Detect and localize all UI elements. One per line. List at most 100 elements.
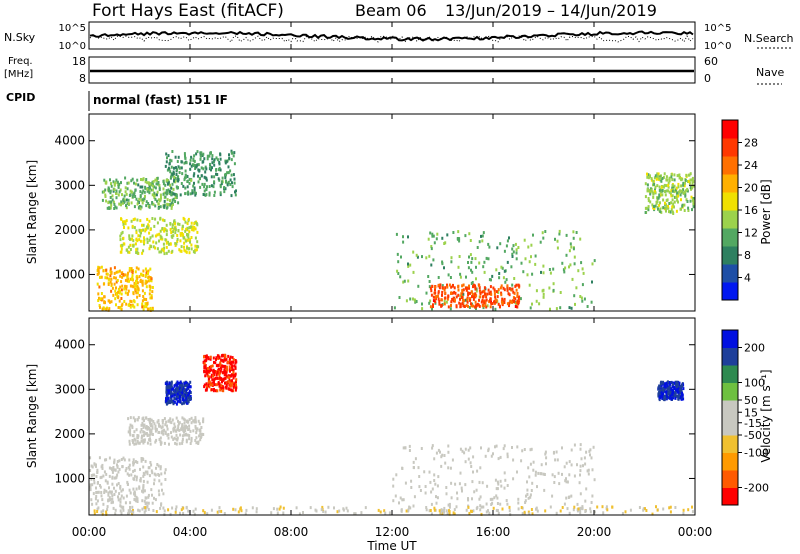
data-cell-0-4-163 bbox=[568, 265, 570, 269]
data-cell-0-6-11 bbox=[692, 184, 695, 188]
data-cell-1-0-170 bbox=[159, 467, 162, 471]
data-cell-1-4-118 bbox=[487, 447, 490, 451]
data-cell-0-4-230 bbox=[561, 261, 564, 265]
data-cell-0-3-192 bbox=[177, 175, 180, 179]
data-cell-0-2-146 bbox=[137, 200, 140, 203]
data-cell-0-0-76 bbox=[118, 291, 121, 295]
data-cell-1-3-181 bbox=[170, 384, 173, 388]
y-tick-label-0-0: 1000 bbox=[54, 267, 85, 281]
data-cell-1-3-228 bbox=[169, 384, 172, 388]
data-cell-1-0-228 bbox=[106, 508, 109, 512]
data-cell-0-3-111 bbox=[200, 174, 203, 178]
data-cell-1-4-23 bbox=[553, 475, 556, 479]
data-cell-1-4-259 bbox=[545, 462, 547, 466]
data-cell-0-6-112 bbox=[676, 174, 679, 178]
data-cell-0-1-165 bbox=[194, 244, 197, 248]
data-cell-0-5-35 bbox=[508, 304, 510, 308]
data-cell-1-4-151 bbox=[445, 492, 448, 496]
data-cell-0-4-62 bbox=[450, 256, 453, 260]
data-cell-0-4-76 bbox=[552, 282, 555, 286]
data-cell-1-0-16 bbox=[105, 472, 108, 476]
nave-label: Nave bbox=[756, 66, 784, 79]
data-cell-0-0-212 bbox=[149, 306, 152, 310]
data-cell-0-0-34 bbox=[97, 299, 100, 302]
data-cell-1-6-232 bbox=[669, 394, 672, 398]
data-cell-0-2-25 bbox=[110, 182, 112, 186]
data-cell-0-6-232 bbox=[656, 184, 659, 188]
data-cell-1-1-188 bbox=[142, 441, 145, 445]
data-cell-1-4-203 bbox=[395, 473, 398, 477]
data-cell-1-5-142 bbox=[668, 506, 671, 510]
data-cell-0-5-115 bbox=[515, 301, 518, 305]
data-cell-1-0-211 bbox=[96, 470, 99, 474]
data-cell-1-0-128 bbox=[164, 468, 167, 472]
data-cell-0-5-51 bbox=[503, 301, 506, 304]
data-cell-1-4-242 bbox=[484, 454, 487, 458]
data-cell-0-3-147 bbox=[168, 162, 171, 166]
data-cell-1-4-129 bbox=[530, 447, 533, 451]
data-cell-1-4-11 bbox=[565, 461, 568, 465]
data-cell-0-0-125 bbox=[149, 267, 152, 271]
data-cell-1-5-25 bbox=[405, 509, 408, 513]
data-cell-0-4-194 bbox=[519, 297, 522, 301]
data-cell-1-2-38 bbox=[221, 358, 224, 362]
data-cell-1-6-131 bbox=[664, 394, 667, 398]
data-cell-1-4-76 bbox=[589, 448, 592, 452]
data-cell-0-4-209 bbox=[407, 264, 410, 268]
data-cell-1-0-191 bbox=[111, 468, 114, 472]
data-cell-0-5-89 bbox=[466, 300, 469, 304]
power-ylabel: Slant Range [km] bbox=[25, 160, 39, 264]
data-cell-1-6-190 bbox=[660, 380, 663, 384]
data-cell-1-3-130 bbox=[174, 383, 177, 387]
data-cell-0-2-46 bbox=[109, 189, 112, 193]
data-cell-0-6-201 bbox=[688, 179, 690, 183]
data-cell-0-5-154 bbox=[457, 288, 460, 292]
data-cell-1-4-35 bbox=[579, 464, 582, 468]
data-cell-0-1-0 bbox=[129, 248, 132, 251]
data-cell-1-4-154 bbox=[568, 495, 571, 499]
data-cell-0-4-227 bbox=[565, 233, 568, 237]
data-cell-1-5-132 bbox=[682, 508, 685, 512]
data-cell-0-1-55 bbox=[123, 242, 126, 246]
data-cell-0-2-189 bbox=[145, 200, 148, 204]
data-cell-0-6-152 bbox=[683, 209, 686, 212]
data-cell-0-1-129 bbox=[154, 217, 157, 221]
data-cell-0-0-211 bbox=[142, 269, 145, 273]
data-cell-1-0-13 bbox=[105, 458, 108, 462]
data-cell-0-0-19 bbox=[112, 293, 115, 297]
data-cell-1-1-98 bbox=[148, 419, 151, 423]
data-cell-0-6-7 bbox=[649, 200, 652, 204]
data-cell-1-5-228 bbox=[132, 509, 134, 512]
data-cell-0-6-88 bbox=[690, 195, 693, 199]
data-cell-1-4-138 bbox=[490, 503, 493, 506]
data-cell-1-4-6 bbox=[434, 482, 437, 486]
data-cell-0-4-259 bbox=[541, 289, 544, 293]
data-cell-0-6-97 bbox=[692, 197, 695, 200]
data-cell-0-4-191 bbox=[542, 264, 545, 268]
data-cell-1-0-229 bbox=[132, 469, 135, 473]
data-cell-0-4-254 bbox=[402, 240, 405, 244]
powerCbar-tick-3: 16 bbox=[744, 204, 758, 217]
data-cell-0-4-124 bbox=[510, 265, 513, 269]
data-cell-0-0-38 bbox=[117, 270, 120, 274]
data-cell-0-4-200 bbox=[502, 276, 505, 280]
data-cell-0-1-168 bbox=[173, 219, 176, 223]
data-cell-0-4-142 bbox=[504, 280, 507, 284]
data-cell-1-3-151 bbox=[169, 387, 172, 391]
powerCbar-swatch-4 bbox=[722, 210, 738, 229]
data-cell-1-3-195 bbox=[187, 385, 190, 389]
data-cell-1-3-172 bbox=[172, 387, 174, 391]
data-cell-1-0-176 bbox=[99, 476, 102, 480]
data-cell-1-2-244 bbox=[218, 355, 221, 359]
data-cell-0-6-216 bbox=[678, 176, 681, 180]
data-cell-1-2-228 bbox=[230, 361, 233, 365]
data-cell-0-3-172 bbox=[173, 192, 176, 196]
data-cell-0-5-73 bbox=[513, 300, 516, 303]
data-cell-1-2-213 bbox=[232, 358, 235, 361]
data-cell-0-2-161 bbox=[124, 190, 127, 194]
data-cell-0-0-215 bbox=[135, 274, 138, 278]
data-cell-0-3-18 bbox=[228, 153, 230, 157]
powerCbar-swatch-1 bbox=[722, 264, 738, 283]
data-cell-1-1-230 bbox=[181, 441, 184, 445]
data-cell-1-0-250 bbox=[104, 479, 107, 483]
